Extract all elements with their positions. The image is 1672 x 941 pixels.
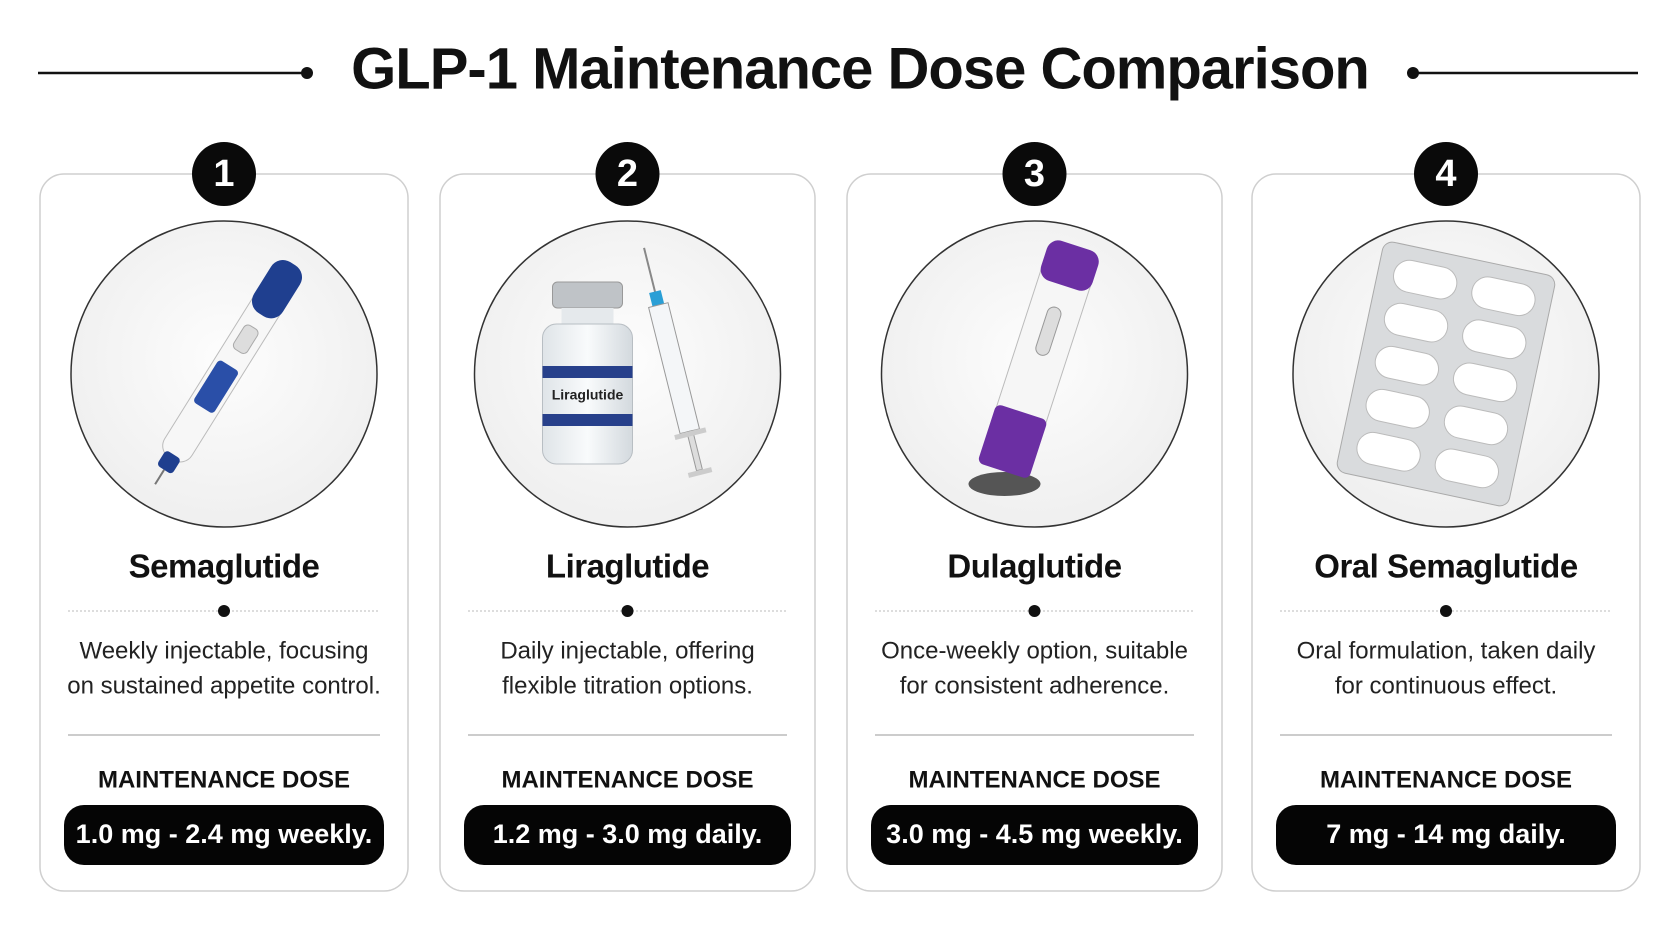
number-badge bbox=[595, 142, 660, 206]
drug-name: Semaglutide bbox=[129, 548, 320, 585]
pen-cap bbox=[1040, 240, 1099, 291]
vial-band bbox=[542, 366, 633, 378]
dose: 1.2 mg - 3.0 mg daily. bbox=[493, 819, 763, 849]
pill bbox=[1434, 448, 1499, 489]
dose-label: MAINTENANCE DOSE bbox=[501, 766, 753, 793]
card-number: 3 bbox=[1024, 153, 1045, 195]
number-badge bbox=[1002, 142, 1067, 206]
pen-window bbox=[232, 324, 259, 354]
pill bbox=[1452, 362, 1518, 403]
syringe-plunger bbox=[686, 429, 703, 472]
pill bbox=[1383, 302, 1449, 343]
dose-label: MAINTENANCE DOSE bbox=[98, 766, 350, 793]
pen-tip bbox=[157, 451, 180, 474]
dose: 3.0 mg - 4.5 mg weekly. bbox=[886, 819, 1183, 849]
pen-window bbox=[1035, 306, 1062, 356]
title-dot bbox=[1407, 67, 1419, 79]
syringe-hub bbox=[649, 290, 665, 307]
number-badge bbox=[192, 142, 256, 206]
needle bbox=[643, 247, 658, 297]
dose-pill bbox=[464, 805, 791, 865]
vial-band bbox=[542, 414, 633, 426]
divider-dot bbox=[621, 605, 634, 617]
dose-label: MAINTENANCE DOSE bbox=[908, 766, 1160, 793]
divider-dot bbox=[218, 605, 230, 617]
blister bbox=[1336, 241, 1556, 507]
pen-lower bbox=[978, 405, 1047, 478]
description: Oral formulation, taken daily bbox=[1297, 637, 1596, 664]
pen bbox=[154, 260, 303, 485]
drug-name: Oral Semaglutide bbox=[1314, 548, 1578, 585]
description: Daily injectable, offering bbox=[500, 637, 754, 664]
title-dot bbox=[301, 67, 313, 79]
dose-pill bbox=[1276, 805, 1616, 865]
vial-label: Liraglutide bbox=[552, 387, 624, 403]
pen-cap bbox=[251, 260, 303, 319]
card-number: 1 bbox=[213, 153, 234, 195]
dose-pill bbox=[64, 805, 384, 865]
vial-body bbox=[542, 323, 633, 465]
syringe bbox=[643, 247, 713, 478]
illustration: Liraglutide bbox=[542, 247, 713, 478]
description: for consistent adherence. bbox=[900, 672, 1170, 699]
dose: 1.0 mg - 2.4 mg weekly. bbox=[76, 819, 373, 849]
pill bbox=[1393, 259, 1458, 300]
pen-label bbox=[194, 360, 238, 413]
illustration bbox=[1336, 241, 1556, 507]
vial-cap bbox=[552, 281, 623, 309]
pill bbox=[1374, 345, 1440, 386]
pen-base bbox=[968, 472, 1041, 496]
syringe-end bbox=[687, 467, 713, 478]
title: GLP-1 Maintenance Dose Comparison bbox=[351, 36, 1369, 101]
pill bbox=[1365, 388, 1430, 429]
number-badge bbox=[1414, 142, 1478, 206]
pen bbox=[978, 240, 1099, 478]
drug-name: Liraglutide bbox=[546, 548, 709, 585]
description: flexible titration options. bbox=[502, 672, 753, 699]
card-number: 4 bbox=[1435, 153, 1456, 195]
dose-pill bbox=[871, 805, 1198, 865]
divider-dot bbox=[1028, 605, 1041, 617]
syringe-grip bbox=[674, 427, 707, 440]
pill bbox=[1356, 431, 1421, 472]
vial-neck bbox=[561, 308, 614, 324]
description: Weekly injectable, focusing bbox=[79, 637, 368, 664]
divider-dot bbox=[1440, 605, 1452, 617]
illustration bbox=[154, 260, 303, 485]
dose-label: MAINTENANCE DOSE bbox=[1320, 766, 1572, 793]
needle bbox=[154, 469, 165, 485]
pill bbox=[1462, 319, 1527, 360]
description: on sustained appetite control. bbox=[67, 672, 381, 699]
illustration bbox=[968, 240, 1099, 496]
pill bbox=[1443, 405, 1509, 446]
card-number: 2 bbox=[617, 153, 638, 195]
description: for continuous effect. bbox=[1335, 672, 1557, 699]
drug-name: Dulaglutide bbox=[947, 548, 1121, 585]
dose: 7 mg - 14 mg daily. bbox=[1326, 819, 1566, 849]
description: Once-weekly option, suitable bbox=[881, 637, 1188, 664]
pill bbox=[1471, 276, 1536, 317]
